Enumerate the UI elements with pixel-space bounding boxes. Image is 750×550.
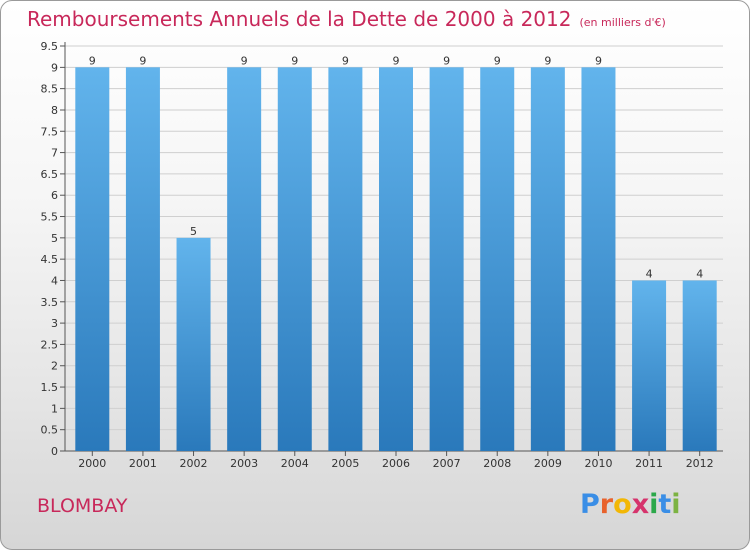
- data-label: 9: [139, 54, 146, 67]
- y-tick-label: 3.5: [41, 296, 59, 309]
- x-tick-label: 2011: [635, 457, 663, 470]
- y-tick-label: 9: [51, 61, 58, 74]
- data-label: 9: [595, 54, 602, 67]
- y-tick-label: 2.5: [41, 338, 59, 351]
- bar-2000: [75, 67, 110, 451]
- y-tick-label: 1: [51, 402, 58, 415]
- logo-letter: t: [658, 489, 672, 520]
- bar-2008: [480, 67, 515, 451]
- y-tick-label: 8.5: [41, 83, 59, 96]
- logo-letter: i: [671, 489, 681, 520]
- data-label: 9: [241, 54, 248, 67]
- bar-2005: [328, 67, 363, 451]
- bar-2002: [176, 237, 211, 451]
- chart-title: Remboursements Annuels de la Dette de 20…: [27, 7, 666, 31]
- bar-2012: [682, 280, 717, 451]
- data-label: 9: [342, 54, 349, 67]
- x-tick-label: 2003: [230, 457, 258, 470]
- y-tick-label: 7: [51, 147, 58, 160]
- y-tick-label: 1.5: [41, 381, 59, 394]
- commune-name: BLOMBAY: [37, 495, 128, 517]
- y-tick-label: 0.5: [41, 424, 59, 437]
- y-tick-label: 5: [51, 232, 58, 245]
- data-label: 9: [443, 54, 450, 67]
- data-label: 9: [291, 54, 298, 67]
- bar-2003: [227, 67, 262, 451]
- title-unit: (en milliers d'€): [579, 16, 666, 29]
- data-label: 9: [544, 54, 551, 67]
- data-label: 5: [190, 225, 197, 238]
- x-tick-label: 2002: [180, 457, 208, 470]
- bar-2001: [125, 67, 160, 451]
- x-tick-label: 2012: [686, 457, 714, 470]
- x-tick-label: 2004: [281, 457, 309, 470]
- logo-letter: i: [649, 489, 659, 520]
- x-tick-label: 2008: [483, 457, 511, 470]
- data-label: 9: [89, 54, 96, 67]
- data-label: 4: [696, 267, 703, 280]
- y-tick-label: 9.5: [41, 40, 59, 53]
- y-tick-label: 6: [51, 189, 58, 202]
- y-tick-label: 6.5: [41, 168, 59, 181]
- y-tick-label: 2: [51, 360, 58, 373]
- data-label: 9: [393, 54, 400, 67]
- logo-letter: P: [580, 489, 600, 520]
- x-tick-label: 2007: [433, 457, 461, 470]
- bar-2011: [632, 280, 667, 451]
- y-tick-label: 3: [51, 317, 58, 330]
- x-tick-label: 2005: [331, 457, 359, 470]
- data-label: 9: [494, 54, 501, 67]
- logo-letter: o: [613, 489, 632, 520]
- data-label: 4: [646, 267, 653, 280]
- x-tick-label: 2001: [129, 457, 157, 470]
- x-tick-label: 2006: [382, 457, 410, 470]
- y-tick-label: 5.5: [41, 211, 59, 224]
- logo-letter: x: [631, 489, 650, 520]
- x-tick-label: 2009: [534, 457, 562, 470]
- x-tick-label: 2000: [78, 457, 106, 470]
- bar-2009: [530, 67, 565, 451]
- title-main: Remboursements Annuels de la Dette de 20…: [27, 7, 572, 31]
- y-tick-label: 0: [51, 445, 58, 458]
- bar-2004: [277, 67, 312, 451]
- x-tick-label: 2010: [584, 457, 612, 470]
- bar-2010: [581, 67, 616, 451]
- logo-letter: r: [599, 489, 614, 520]
- bar-2007: [429, 67, 464, 451]
- bar-2006: [379, 67, 413, 451]
- y-tick-label: 4.5: [41, 253, 59, 266]
- proxiti-logo[interactable]: Proxiti: [580, 489, 681, 520]
- y-tick-label: 4: [51, 274, 58, 287]
- y-tick-label: 8: [51, 104, 58, 117]
- y-tick-label: 7.5: [41, 125, 59, 138]
